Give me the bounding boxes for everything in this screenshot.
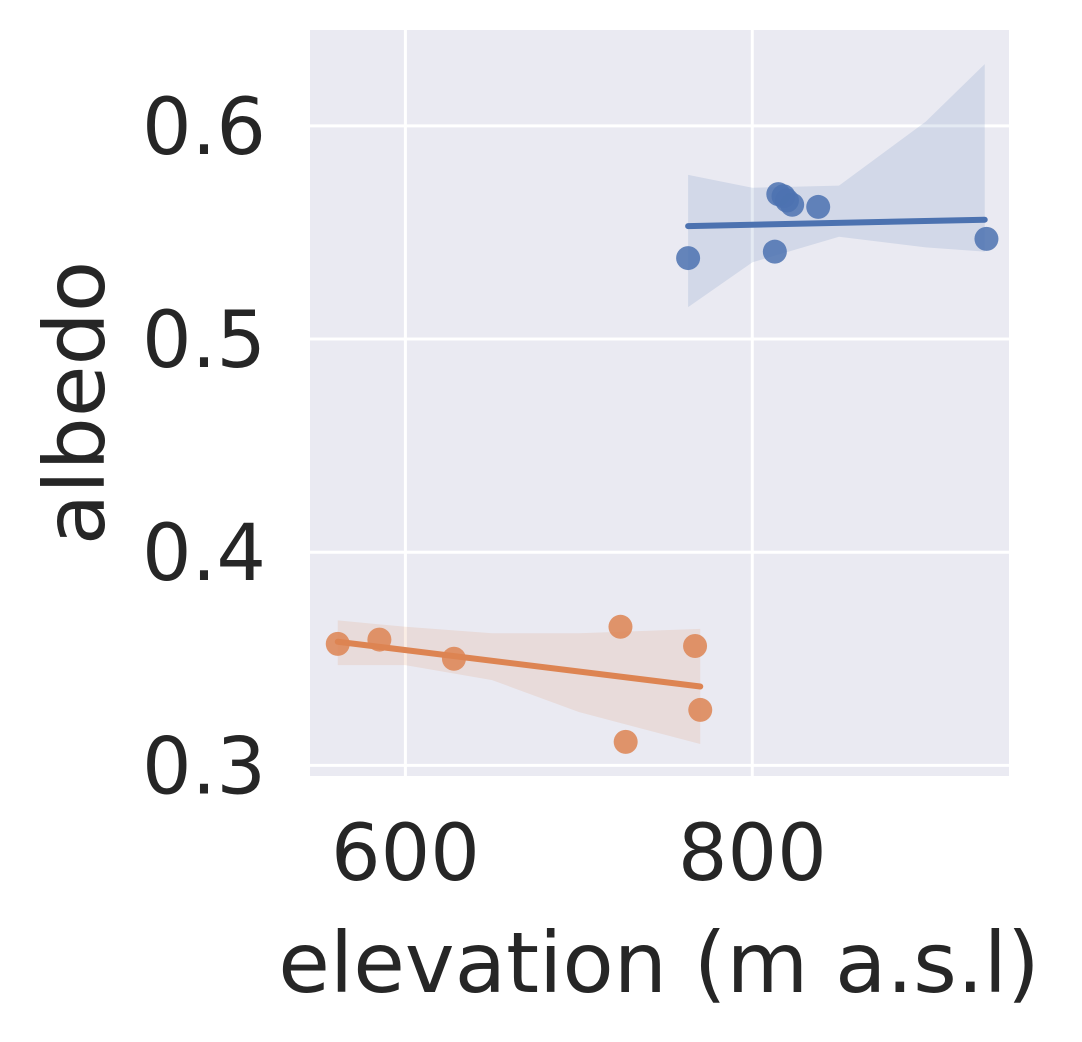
y-tick-label: 0.5 — [142, 296, 266, 386]
y-tick-label: 0.4 — [142, 509, 266, 599]
y-tick-labels: 0.3 0.4 0.5 0.6 — [142, 83, 266, 812]
x-tick-labels: 600 800 — [331, 809, 827, 899]
data-point — [683, 633, 708, 658]
x-axis-title: elevation (m a.s.l) — [278, 914, 1040, 1012]
grid — [310, 30, 1009, 776]
data-point — [762, 239, 787, 264]
x-tick-label: 800 — [678, 809, 827, 899]
data-point — [676, 246, 701, 271]
y-tick-label: 0.6 — [142, 83, 266, 173]
data-point — [974, 226, 999, 251]
regression-line — [685, 216, 988, 230]
data-point — [780, 192, 805, 217]
y-axis-title: albedo — [26, 261, 124, 546]
data-point — [325, 631, 350, 656]
data-point — [367, 627, 392, 652]
data-point — [613, 729, 638, 754]
data-points — [325, 182, 999, 754]
data-point — [441, 646, 466, 671]
confidence-band — [688, 64, 985, 308]
data-point — [806, 194, 831, 219]
regression-line — [334, 638, 704, 690]
y-tick-label: 0.3 — [142, 722, 266, 812]
regression-lines — [334, 216, 988, 690]
data-point — [688, 697, 713, 722]
data-point — [608, 614, 633, 639]
x-tick-label: 600 — [331, 809, 480, 899]
